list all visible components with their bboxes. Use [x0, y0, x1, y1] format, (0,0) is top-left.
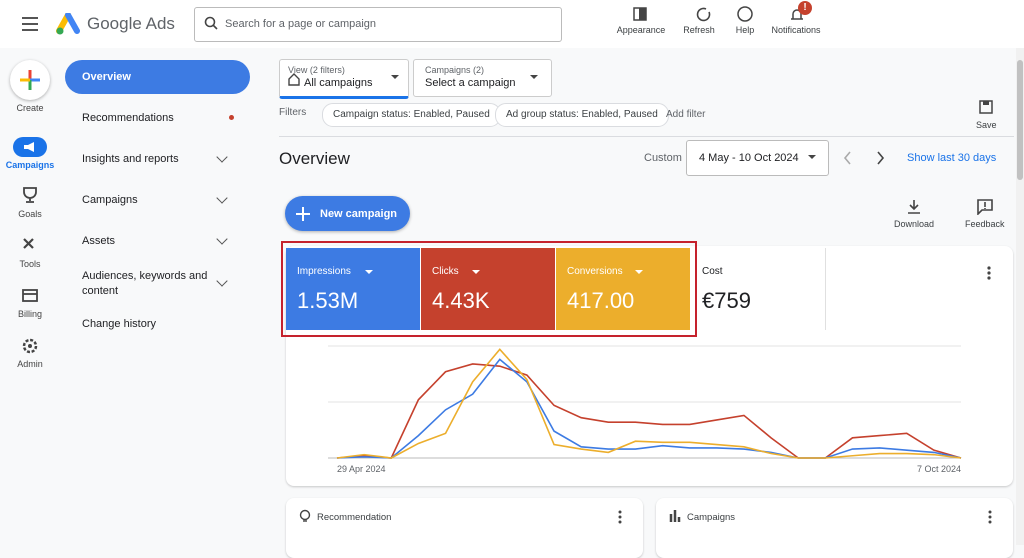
- feedback[interactable]: Feedback: [965, 219, 1005, 229]
- filters-label: Filters: [279, 107, 307, 118]
- nav-assets[interactable]: Assets: [82, 235, 116, 247]
- nav-recommendations[interactable]: Recommendations: [82, 112, 174, 124]
- page-title: Overview: [279, 149, 350, 168]
- metric-value: 4.43K: [432, 288, 490, 313]
- date-picker[interactable]: [686, 140, 829, 176]
- metric-tile[interactable]: Conversions 417.00: [556, 248, 690, 330]
- date-label: Custom: [644, 152, 682, 164]
- metric-value: 417.00: [567, 288, 635, 313]
- nav-change-history[interactable]: Change history: [82, 318, 156, 330]
- download[interactable]: Download: [894, 219, 935, 229]
- view-filter[interactable]: [279, 59, 409, 99]
- search-icon: [204, 16, 218, 30]
- search-placeholder: Search for a page or campaign: [225, 18, 377, 30]
- more-icon[interactable]: [985, 266, 993, 282]
- scroll-thumb[interactable]: [1017, 60, 1023, 180]
- view-filter-label: View (2 filters): [288, 65, 345, 75]
- metric-name: Conversions: [567, 266, 623, 277]
- metric-value: 1.53M: [297, 288, 359, 313]
- dropdown-arrow: [471, 270, 480, 274]
- campaign-filter[interactable]: [413, 59, 552, 97]
- refresh[interactable]: Refresh: [683, 25, 715, 35]
- divider: [279, 136, 1014, 137]
- campaigns-icon: [24, 142, 34, 152]
- notifications[interactable]: Notifications: [771, 25, 821, 35]
- metric-name: Cost: [702, 266, 723, 277]
- new-campaign-label: New campaign: [320, 208, 398, 220]
- rail-goals[interactable]: Goals: [18, 209, 42, 219]
- metric-tile[interactable]: Cost €759: [691, 248, 826, 330]
- rail-billing[interactable]: Billing: [17, 309, 42, 319]
- menu-icon[interactable]: [22, 17, 38, 31]
- product-name: Google Ads: [87, 14, 175, 33]
- dropdown-arrow: [364, 270, 373, 274]
- nav-audiences[interactable]: Audiences, keywords and content: [82, 270, 208, 297]
- chevron: [216, 275, 228, 287]
- nav-insights[interactable]: Insights and reports: [82, 153, 179, 165]
- date-range: 4 May - 10 Oct 2024: [699, 152, 799, 164]
- card-icons: [299, 509, 992, 524]
- rail-campaigns[interactable]: Campaigns: [5, 160, 55, 170]
- metric-name: Impressions: [297, 266, 351, 277]
- view-filter-value: All campaigns: [304, 77, 373, 89]
- card-title: Recommendation: [317, 512, 392, 523]
- dropdown-arrow: [634, 270, 643, 274]
- save[interactable]: Save: [976, 120, 997, 130]
- campaign-filter-label: Campaigns (2): [425, 65, 485, 75]
- notification-badge: !: [798, 1, 812, 15]
- chevron: [216, 233, 228, 245]
- create-icon: [20, 70, 40, 90]
- show-last[interactable]: Show last 30 days: [907, 152, 997, 164]
- rail-admin[interactable]: Admin: [17, 359, 43, 369]
- nav-active[interactable]: [65, 60, 250, 94]
- save-icon: [979, 100, 993, 114]
- rail-tools[interactable]: Tools: [19, 259, 41, 269]
- chevron: [216, 151, 228, 163]
- campaigns-card: [656, 498, 1013, 558]
- campaign-filter-value: Select a campaign: [425, 77, 516, 89]
- plus-icon: [296, 207, 310, 221]
- date-icons: [808, 151, 885, 165]
- rail-icons: [22, 187, 38, 354]
- nav-campaigns[interactable]: Campaigns: [82, 194, 138, 206]
- nav-overview[interactable]: Overview: [82, 71, 131, 83]
- metric-name: Clicks: [432, 266, 459, 277]
- filter-chip[interactable]: Ad group status: Enabled, Paused: [495, 103, 669, 127]
- chevron: [216, 192, 228, 204]
- header-icons: [633, 6, 803, 22]
- add-filter[interactable]: Add filter: [666, 109, 706, 120]
- metric-value: €759: [702, 288, 751, 313]
- filter-chip[interactable]: Campaign status: Enabled, Paused: [322, 103, 501, 127]
- highlight: [281, 241, 697, 337]
- card-title: Campaigns: [687, 512, 736, 523]
- help[interactable]: Help: [735, 25, 755, 35]
- nav-dot: [229, 115, 234, 120]
- rail-create: Create: [16, 103, 44, 113]
- metric-tile[interactable]: Clicks 4.43K: [421, 248, 555, 330]
- recommendation-card: [286, 498, 643, 558]
- screen: Google Ads Search for a page or campaign…: [5, 1, 1024, 545]
- tool-icons: [908, 199, 993, 215]
- metric-tile[interactable]: Impressions 1.53M: [286, 248, 420, 330]
- filter-icons: [288, 73, 538, 86]
- search-box[interactable]: [194, 7, 562, 42]
- scrollbar: [1016, 48, 1024, 545]
- logo: [56, 13, 80, 35]
- appearance[interactable]: Appearance: [616, 25, 666, 35]
